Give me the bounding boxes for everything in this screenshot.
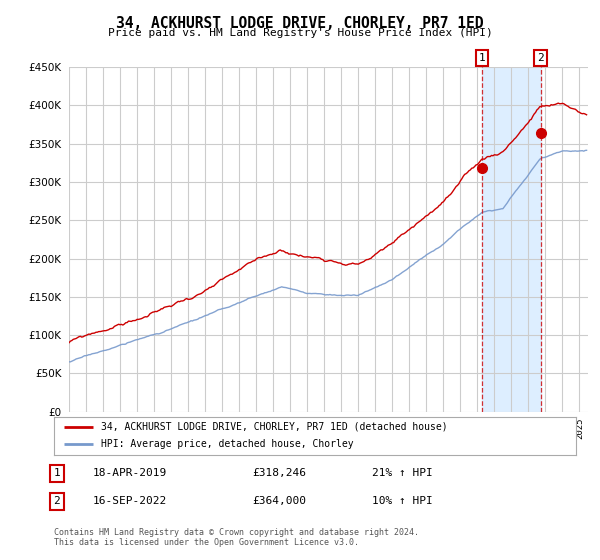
Text: Price paid vs. HM Land Registry's House Price Index (HPI): Price paid vs. HM Land Registry's House … [107, 28, 493, 38]
Text: £364,000: £364,000 [252, 496, 306, 506]
Text: 34, ACKHURST LODGE DRIVE, CHORLEY, PR7 1ED: 34, ACKHURST LODGE DRIVE, CHORLEY, PR7 1… [116, 16, 484, 31]
Text: 1: 1 [53, 468, 61, 478]
Text: 18-APR-2019: 18-APR-2019 [93, 468, 167, 478]
Text: 16-SEP-2022: 16-SEP-2022 [93, 496, 167, 506]
Text: Contains HM Land Registry data © Crown copyright and database right 2024.
This d: Contains HM Land Registry data © Crown c… [54, 528, 419, 547]
Text: £318,246: £318,246 [252, 468, 306, 478]
Text: 2: 2 [53, 496, 61, 506]
Bar [482, 67, 541, 412]
Text: 10% ↑ HPI: 10% ↑ HPI [372, 496, 433, 506]
Text: 1: 1 [479, 53, 486, 63]
Text: HPI: Average price, detached house, Chorley: HPI: Average price, detached house, Chor… [101, 440, 353, 450]
Text: 2: 2 [537, 53, 544, 63]
Text: 34, ACKHURST LODGE DRIVE, CHORLEY, PR7 1ED (detached house): 34, ACKHURST LODGE DRIVE, CHORLEY, PR7 1… [101, 422, 448, 432]
Text: 21% ↑ HPI: 21% ↑ HPI [372, 468, 433, 478]
